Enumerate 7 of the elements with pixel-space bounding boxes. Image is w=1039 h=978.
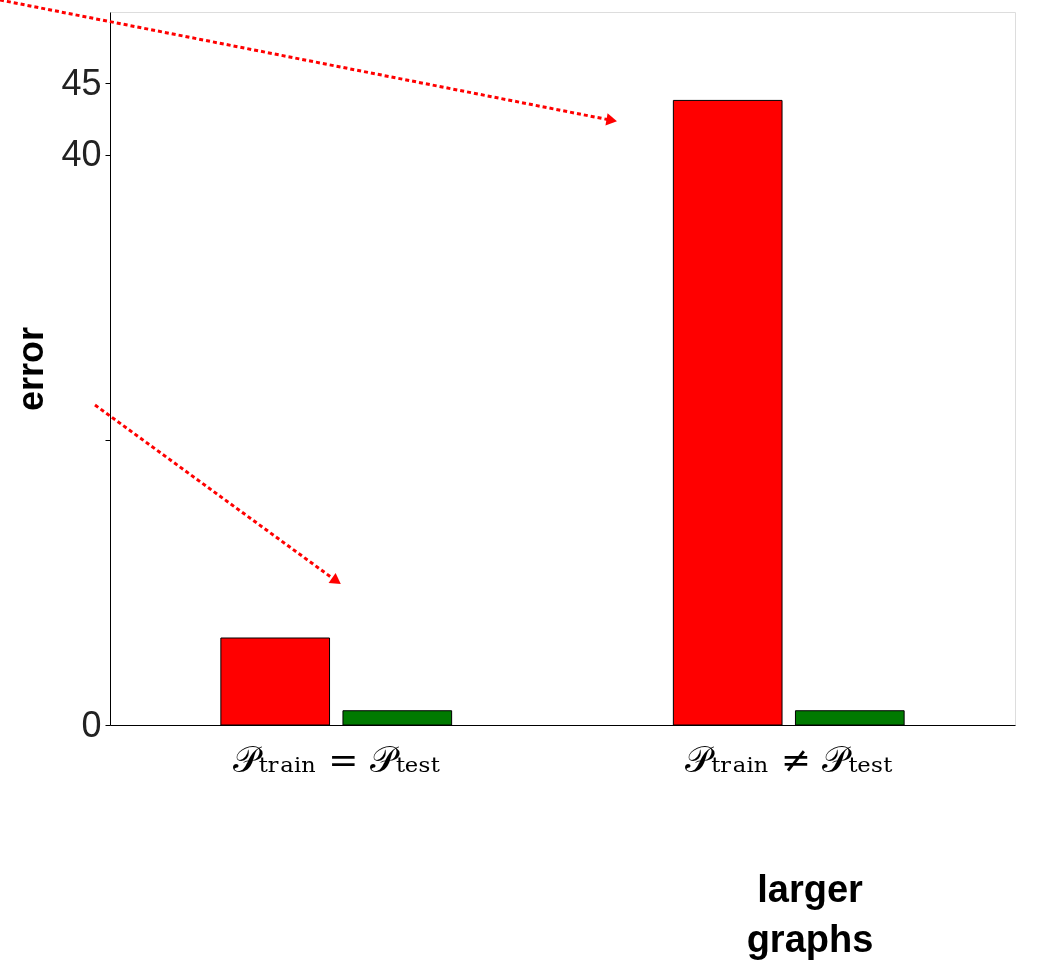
y-tick-label: 0 (81, 703, 102, 745)
y-tick-label: 45 (61, 61, 102, 103)
x-tick-label: 𝒫ₜᵣₐᵢₙ ≠ 𝒫ₜₑₛₜ (685, 738, 893, 780)
text: larger graphs (746, 868, 874, 960)
y-axis-title: error (10, 326, 52, 412)
y-tick-label: 40 (61, 133, 102, 175)
x-tick-label: 𝒫ₜᵣₐᵢₙ = 𝒫ₜₑₛₜ (232, 738, 440, 780)
